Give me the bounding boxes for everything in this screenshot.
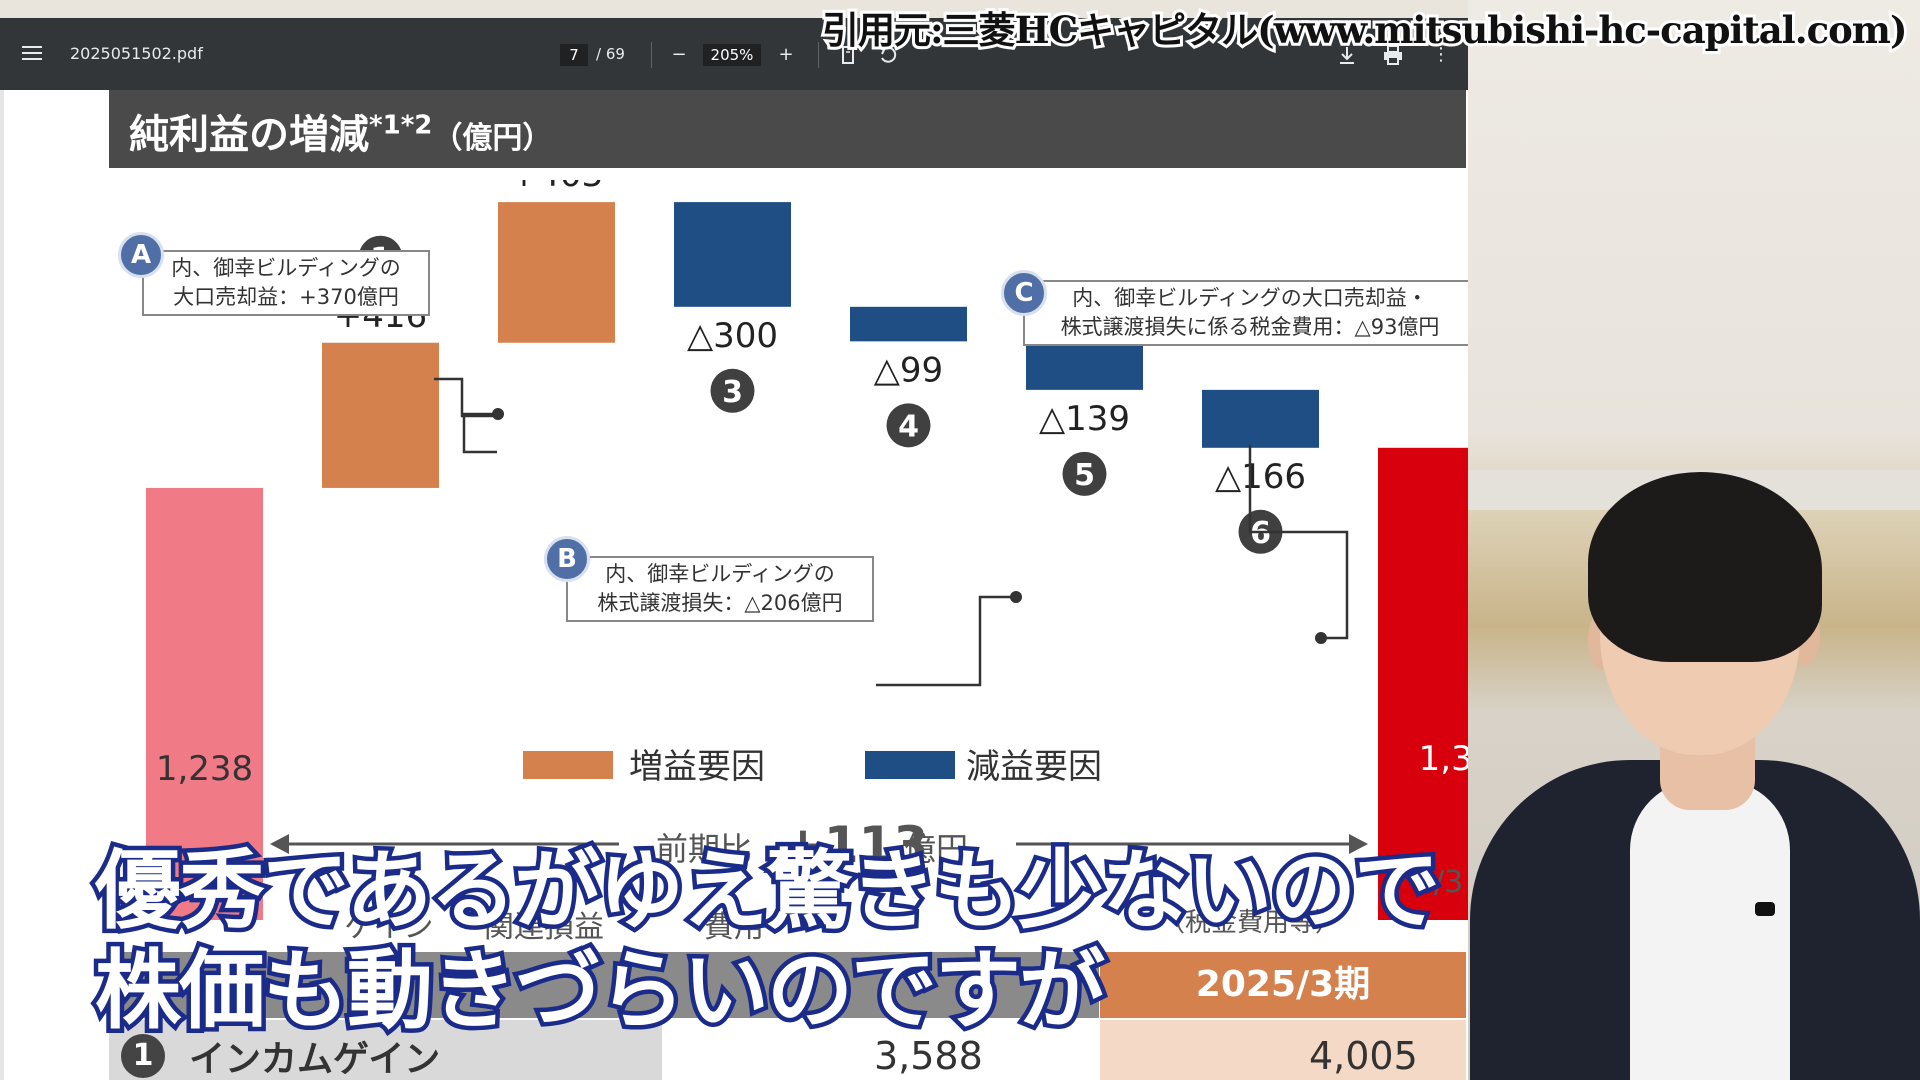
connector-a [462, 412, 497, 454]
value-label-4: △99 [874, 350, 943, 390]
slide-title-unit: （億円） [432, 121, 553, 156]
pdf-page: 純利益の増減*1*2（億円） 1,238+416+403△300△99△139△… [0, 90, 1468, 1080]
step-number-3: 3 [722, 375, 743, 410]
bar-3 [674, 202, 791, 307]
table-header-frag-5: /3 [1434, 865, 1464, 900]
bar-1 [322, 342, 439, 488]
callout-b-line1: 内、御幸ビルディングの [605, 562, 835, 586]
value-label-end: 1,35 [1419, 739, 1468, 779]
step-badge-5 [1062, 451, 1107, 496]
legend-label-increase: 増益要因 [629, 747, 765, 787]
lapel-mic-icon [1755, 902, 1775, 916]
zoom-input[interactable]: 205% [703, 44, 761, 66]
table-row-1: 1 インカムゲイン 3,588 4,005 [109, 1020, 1466, 1080]
presenter-shirt [1630, 780, 1790, 1080]
menu-icon[interactable] [22, 42, 42, 64]
callout-a-line1: 内、御幸ビルディングの [171, 256, 401, 280]
step-badge-3 [710, 368, 755, 413]
table-header-frag-4: （税金費用等） [1159, 908, 1342, 938]
value-label-5: △139 [1039, 399, 1130, 439]
download-icon[interactable] [1336, 44, 1358, 66]
table-header-left-band [109, 952, 1099, 1018]
zoom-out-icon[interactable]: − [671, 44, 687, 65]
toolbar-divider [818, 42, 819, 68]
summary-unit: 億円 [904, 830, 968, 868]
table-header-frag-2: 関連損益 [484, 910, 604, 945]
legend-swatch-increase [523, 751, 613, 779]
callout-c-line2: 株式譲渡損失に係る税金費用：△93億円 [1060, 315, 1440, 339]
connector-dot [492, 408, 504, 420]
badge-c: C [1001, 270, 1047, 316]
row-value-cur-cell [1100, 1020, 1466, 1080]
step-number-4: 4 [898, 409, 919, 444]
callout-a-line2: 大口売却益：+370億円 [173, 285, 399, 309]
badge-b: B [544, 536, 590, 582]
value-label-3: △300 [687, 316, 778, 356]
subtitle-line-1: 優秀であるがゆえ驚きも少ないので [90, 837, 1444, 946]
legend-swatch-decrease [865, 751, 955, 779]
slide-header: 純利益の増減*1*2（億円） [109, 90, 1466, 168]
connector-dot [1010, 591, 1022, 603]
connector-a-line [434, 377, 494, 418]
connector-c [1248, 445, 1349, 640]
bar-end [1378, 447, 1468, 920]
page-total: / 69 [596, 45, 625, 63]
step-badge-4 [886, 403, 931, 448]
callout-c: 内、御幸ビルディングの大口売却益・ 株式譲渡損失に係る税金費用：△93億円 [1023, 280, 1468, 346]
arrow-head [1349, 834, 1368, 854]
step-number-6: 6 [1250, 516, 1271, 551]
bar-5 [1026, 341, 1143, 390]
badge-a: A [118, 232, 164, 278]
zoom-in-icon[interactable]: + [778, 44, 794, 65]
row-value-prev: 3,588 [874, 1034, 983, 1078]
bar-6 [1202, 389, 1319, 448]
presenter-hair [1588, 472, 1822, 662]
slide-title: 純利益の増減*1*2（億円） [129, 102, 552, 160]
source-credit: 引用元:三菱HCキャピタル(www.mitsubishi-hc-capital.… [819, 5, 1910, 55]
pdf-viewer: 2025051502.pdf 7 / 69 − 205% + ⋮ [0, 18, 1468, 1080]
slide-title-footnote: *1*2 [369, 110, 433, 141]
print-icon[interactable] [1382, 44, 1404, 66]
row-value-cur: 4,005 [1309, 1034, 1418, 1078]
page-number-input[interactable]: 7 [560, 44, 588, 66]
table-header-year-text: 2025/3期 [1195, 964, 1371, 1005]
bar-start [146, 487, 263, 920]
rotate-icon[interactable] [877, 44, 899, 66]
table-header-frag-3: 費用 [704, 910, 764, 945]
bar-2 [498, 202, 615, 343]
step-number-5: 5 [1074, 458, 1095, 493]
arrow-head [270, 834, 289, 854]
callout-b-line2: 株式譲渡損失：△206億円 [597, 591, 843, 615]
table-header-year: 2025/3期 [1100, 952, 1466, 1018]
row-number-badge: 1 [121, 1034, 165, 1078]
row-label-cell [109, 1020, 662, 1080]
file-name: 2025051502.pdf [70, 44, 203, 63]
summary-prefix: 前期比 [656, 830, 752, 868]
table-header-frag-1: ケイン [344, 910, 434, 945]
value-label-start: 1,238 [156, 749, 253, 789]
more-icon[interactable]: ⋮ [1432, 44, 1450, 65]
legend-label-decrease: 減益要因 [966, 747, 1102, 787]
toolbar-divider [651, 42, 652, 68]
callout-b: 内、御幸ビルディングの 株式譲渡損失：△206億円 [566, 556, 874, 622]
fit-page-icon[interactable] [837, 44, 859, 66]
summary-value: +113 [782, 816, 928, 874]
value-label-2: +403 [510, 180, 603, 195]
connector-b [876, 595, 1014, 687]
connector-dot [1315, 632, 1327, 644]
subtitle-line-2: 株価も動きづらいのですが [91, 937, 1110, 1046]
callout-c-line1: 内、御幸ビルディングの大口売却益・ [1072, 286, 1428, 310]
row-label: インカムゲイン [189, 1039, 441, 1080]
viewer-toolbar: 2025051502.pdf 7 / 69 − 205% + ⋮ [0, 18, 1468, 90]
bar-4 [850, 306, 967, 342]
slide-title-text: 純利益の増減 [129, 112, 369, 158]
value-label-6: △166 [1215, 457, 1306, 497]
callout-a: 内、御幸ビルディングの 大口売却益：+370億円 [142, 250, 430, 316]
